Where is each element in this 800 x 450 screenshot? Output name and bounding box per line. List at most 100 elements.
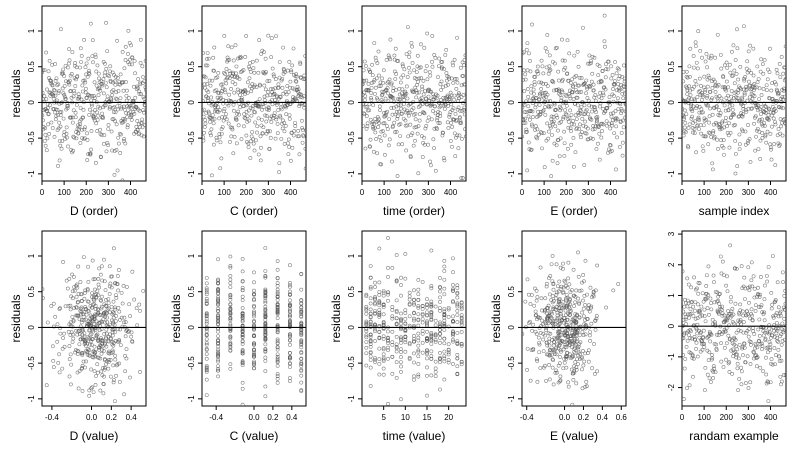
data-point bbox=[572, 370, 577, 375]
data-point bbox=[88, 342, 92, 347]
data-point bbox=[263, 348, 268, 353]
data-point bbox=[768, 46, 772, 51]
data-point bbox=[382, 152, 387, 157]
data-point bbox=[715, 32, 720, 37]
data-point bbox=[733, 171, 738, 176]
data-point bbox=[412, 76, 417, 80]
data-point bbox=[715, 137, 719, 142]
data-point bbox=[437, 121, 442, 125]
data-point bbox=[235, 75, 240, 80]
data-point bbox=[416, 297, 421, 302]
data-point bbox=[219, 131, 224, 136]
data-point bbox=[522, 68, 527, 73]
data-point bbox=[440, 130, 445, 135]
data-point bbox=[363, 105, 368, 109]
data-point bbox=[377, 289, 382, 294]
data-point bbox=[757, 295, 762, 299]
data-point bbox=[387, 55, 392, 60]
data-point bbox=[739, 87, 743, 92]
data-point bbox=[544, 328, 549, 333]
data-point bbox=[399, 340, 403, 345]
data-point bbox=[383, 96, 388, 101]
data-point bbox=[747, 79, 751, 84]
data-point bbox=[390, 340, 395, 345]
data-point bbox=[141, 110, 146, 115]
data-point bbox=[732, 112, 737, 117]
data-point bbox=[81, 137, 86, 141]
data-point bbox=[137, 302, 142, 307]
data-point bbox=[425, 310, 429, 315]
data-point bbox=[574, 339, 579, 344]
data-point bbox=[394, 375, 399, 380]
data-point bbox=[615, 66, 620, 71]
data-point bbox=[536, 132, 541, 137]
data-point bbox=[394, 360, 399, 365]
data-point bbox=[460, 137, 464, 141]
data-point bbox=[381, 359, 386, 363]
data-point bbox=[562, 153, 567, 158]
data-point bbox=[551, 119, 556, 124]
data-point bbox=[579, 76, 584, 80]
data-point bbox=[701, 110, 705, 115]
data-point bbox=[204, 275, 209, 280]
data-point bbox=[403, 340, 408, 345]
data-point bbox=[438, 299, 442, 304]
data-point bbox=[708, 89, 713, 94]
data-point bbox=[706, 103, 710, 108]
y-tick-label: -0.5 bbox=[347, 131, 356, 145]
data-point bbox=[742, 92, 747, 97]
data-point bbox=[589, 79, 594, 84]
data-point bbox=[567, 282, 572, 287]
data-point bbox=[223, 90, 228, 95]
data-point bbox=[262, 83, 267, 88]
data-point bbox=[367, 108, 372, 113]
data-point bbox=[399, 350, 403, 355]
data-point bbox=[216, 300, 220, 305]
data-point bbox=[781, 280, 785, 285]
data-point bbox=[381, 68, 386, 73]
data-point bbox=[540, 64, 545, 69]
data-point bbox=[46, 111, 51, 116]
data-point bbox=[82, 342, 87, 346]
data-point bbox=[204, 393, 209, 398]
data-point bbox=[561, 115, 566, 119]
data-point bbox=[95, 117, 100, 122]
data-point bbox=[50, 62, 54, 67]
data-point bbox=[225, 58, 230, 63]
data-point bbox=[568, 80, 573, 85]
data-point bbox=[113, 74, 118, 79]
data-point bbox=[252, 343, 256, 347]
data-point bbox=[228, 140, 232, 144]
data-point bbox=[682, 331, 687, 336]
data-point bbox=[622, 87, 626, 92]
data-point bbox=[579, 105, 584, 109]
data-point bbox=[103, 365, 107, 370]
data-point bbox=[589, 117, 594, 122]
data-point bbox=[734, 95, 739, 100]
data-point bbox=[368, 315, 373, 320]
x-tick-label: 0 bbox=[360, 188, 365, 197]
data-point bbox=[442, 315, 447, 320]
data-point bbox=[231, 58, 236, 63]
data-point bbox=[88, 313, 93, 318]
data-point bbox=[447, 114, 452, 119]
data-point bbox=[420, 304, 425, 308]
x-tick-label: 200 bbox=[720, 413, 734, 422]
data-point bbox=[75, 74, 80, 79]
data-point bbox=[572, 364, 577, 369]
data-point bbox=[387, 77, 392, 82]
data-point bbox=[529, 84, 534, 89]
data-point bbox=[204, 329, 209, 334]
data-point bbox=[45, 106, 50, 110]
data-point bbox=[688, 93, 693, 97]
data-point bbox=[415, 131, 420, 136]
data-point bbox=[583, 351, 588, 356]
data-point bbox=[724, 283, 729, 288]
data-point bbox=[362, 59, 367, 64]
data-point bbox=[570, 77, 575, 82]
data-point bbox=[76, 264, 81, 269]
data-point bbox=[525, 168, 530, 173]
data-point bbox=[532, 303, 537, 308]
data-point bbox=[718, 52, 723, 57]
data-point bbox=[111, 246, 116, 251]
